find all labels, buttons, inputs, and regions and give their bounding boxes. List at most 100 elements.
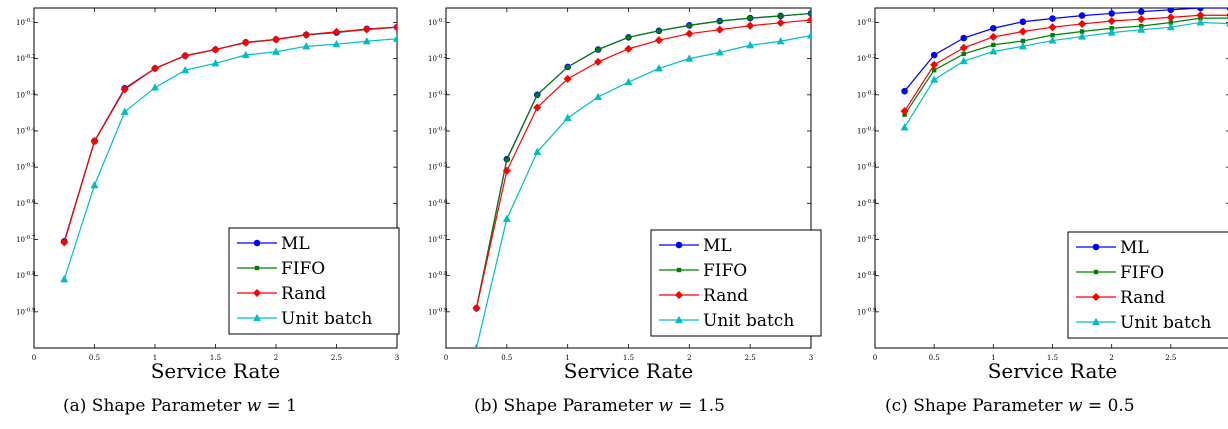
legend-marker <box>253 239 261 247</box>
data-point-unit-batch <box>90 180 99 189</box>
series-line-unit-batch <box>475 34 811 348</box>
legend-entry-unit-batch: Unit batch <box>1120 313 1211 333</box>
y-tick-label: 10-0.3 <box>16 90 36 99</box>
caption-a-prefix: (a) Shape Parameter <box>63 396 247 416</box>
x-tick-label: 0 <box>873 354 877 362</box>
data-point-ml <box>1197 8 1204 12</box>
legend-entry-fifo: FIFO <box>1120 263 1164 283</box>
y-tick-label: 10-0.6 <box>16 199 36 208</box>
data-point-unit-batch <box>60 274 69 283</box>
data-point-rand <box>211 45 220 54</box>
data-point-rand <box>654 36 664 45</box>
data-point-rand <box>1166 13 1175 22</box>
data-point-rand <box>715 25 724 34</box>
legend-entry-rand: Rand <box>703 286 748 306</box>
caption-b-var: w <box>658 396 673 416</box>
data-point-fifo <box>1050 32 1055 38</box>
data-point-rand <box>959 43 968 52</box>
x-tick-label: 2 <box>687 354 691 362</box>
data-point-ml <box>990 24 997 32</box>
plot-series-group <box>60 23 397 283</box>
series-line-unit-batch <box>63 38 397 280</box>
y-tick-label: 10-0.6 <box>428 199 448 208</box>
data-point-unit-batch <box>302 42 311 50</box>
data-point-fifo <box>931 68 937 73</box>
chart-panel-b: 0 0.5 1 1.5 2 2.5 3 10-0.9 10-0.8 10-0.7 10-0.6 10-… <box>410 0 822 429</box>
legend-marker <box>1091 292 1101 302</box>
x-axis-label: Service Rate <box>564 359 694 383</box>
x-tick-label: 0.5 <box>501 354 512 362</box>
y-tick-label: 10-0.2 <box>428 54 448 63</box>
data-point-unit-batch <box>1196 18 1205 26</box>
legend-entry-ml: ML <box>703 236 732 256</box>
data-point-rand <box>181 51 190 60</box>
y-tick-label: 10-0.7 <box>16 235 36 244</box>
y-tick-label: 10-0.5 <box>428 163 448 172</box>
data-point-rand <box>806 15 811 25</box>
data-point-unit-batch <box>474 343 479 348</box>
data-point-unit-batch <box>930 75 939 83</box>
x-tick-label: 1 <box>153 354 157 362</box>
y-tick-label: 10-0.5 <box>857 163 877 172</box>
legend-entry-fifo: FIFO <box>281 259 325 279</box>
data-point-rand <box>1077 19 1087 29</box>
legend: ML FIFO Rand Unit batch <box>650 229 822 337</box>
x-tick-label: 0 <box>32 354 36 362</box>
y-tick-label: 10-0.1 <box>428 18 448 27</box>
data-point-fifo <box>961 51 966 57</box>
data-point-unit-batch <box>241 50 250 59</box>
data-point-ml <box>960 34 968 42</box>
x-axis-label: Service Rate <box>151 359 281 383</box>
legend-entry-unit-batch: Unit batch <box>703 311 794 331</box>
data-point-unit-batch <box>715 48 724 56</box>
data-point-unit-batch <box>746 40 755 49</box>
y-tick-label: 10-0.4 <box>16 126 36 135</box>
data-point-rand <box>624 44 633 54</box>
data-point-unit-batch <box>533 147 542 156</box>
data-point-ml <box>1167 8 1175 14</box>
plot-series-group <box>472 10 811 348</box>
legend-marker <box>252 313 262 322</box>
legend-entry-ml: ML <box>281 234 310 254</box>
data-point-unit-batch <box>271 47 281 55</box>
legend-entry-rand: Rand <box>1120 288 1165 308</box>
y-tick-label: 10-0.7 <box>857 235 877 244</box>
data-point-unit-batch <box>624 77 633 86</box>
series-line-fifo <box>904 17 1228 116</box>
legend-entry-ml: ML <box>1120 238 1149 258</box>
data-point-fifo <box>991 42 996 48</box>
caption-c-var: w <box>1067 396 1083 416</box>
x-tick-label: 2.5 <box>331 354 342 362</box>
plot-series-group <box>900 8 1228 131</box>
data-point-ml <box>901 87 908 95</box>
x-tick-label: 1.5 <box>623 354 634 362</box>
data-point-fifo <box>626 35 631 40</box>
y-tick-label: 10-0.4 <box>428 126 448 135</box>
data-point-ml <box>930 51 938 59</box>
data-point-fifo <box>595 47 601 52</box>
data-point-ml <box>1049 15 1056 22</box>
y-tick-label: 10-0.6 <box>857 199 877 208</box>
data-point-rand <box>90 136 99 146</box>
x-tick-label: 1.5 <box>210 354 221 362</box>
data-point-rand <box>989 32 998 42</box>
x-tick-label: 0.5 <box>929 354 940 362</box>
caption-b-prefix: (b) Shape Parameter <box>474 396 659 416</box>
legend-marker <box>1092 243 1100 251</box>
data-point-rand <box>593 57 603 67</box>
data-point-unit-batch <box>120 107 129 115</box>
data-point-fifo <box>1168 20 1174 25</box>
data-point-unit-batch <box>685 54 694 62</box>
y-tick-label: 10-0.1 <box>857 18 877 27</box>
y-tick-label: 10-0.5 <box>16 163 36 172</box>
data-point-rand <box>1107 16 1116 26</box>
data-point-rand <box>502 166 511 175</box>
y-tick-label: 10-0.9 <box>857 307 877 316</box>
data-point-fifo <box>565 64 570 70</box>
line-chart-b: 0 0.5 1 1.5 2 2.5 3 10-0.9 10-0.8 10-0.7 10-0.6 10-… <box>428 7 822 383</box>
data-point-rand <box>150 64 160 73</box>
data-point-fifo <box>808 11 811 16</box>
legend-marker <box>676 267 682 273</box>
x-axis-label: Service Rate <box>988 359 1118 383</box>
data-point-ml <box>1137 8 1145 15</box>
